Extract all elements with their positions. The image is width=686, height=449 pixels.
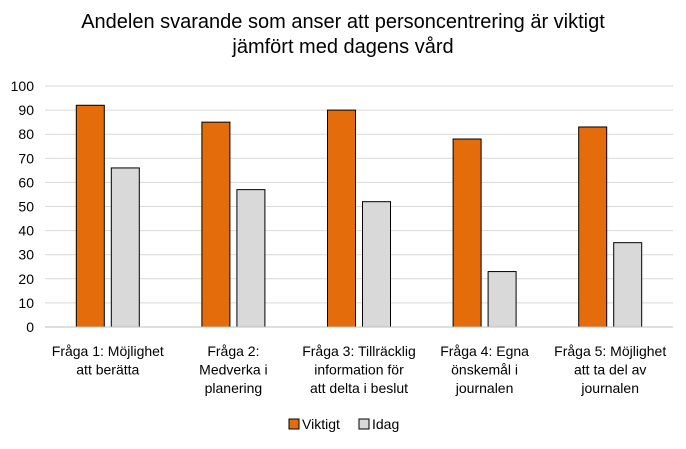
chart-title-line: Andelen svarande som anser att personcen… <box>81 11 605 33</box>
x-category-label: planering <box>205 380 263 396</box>
chart-title: Andelen svarande som anser att personcen… <box>81 11 605 58</box>
y-tick-label: 100 <box>11 78 35 94</box>
x-category-label: Fråga 1: Möjlighet <box>52 343 164 359</box>
y-tick-label: 60 <box>18 174 34 190</box>
bar-idag-3 <box>362 201 391 328</box>
legend-swatch-idag <box>358 418 370 430</box>
x-category-label: att berätta <box>76 362 139 378</box>
y-tick-label: 70 <box>18 150 34 166</box>
x-category-label: Fråga 2: <box>207 343 259 359</box>
y-tick-label: 0 <box>26 319 34 335</box>
x-category-label: journalen <box>455 380 514 396</box>
bar-viktigt-2 <box>201 121 231 328</box>
gridlines <box>45 85 673 304</box>
bar-viktigt-4 <box>452 138 482 328</box>
y-axis-ticks: 0 10 20 30 40 50 60 70 80 90 100 <box>11 78 35 335</box>
bar-idag-1 <box>110 167 140 328</box>
legend-label-viktigt: Viktigt <box>302 416 340 432</box>
x-category-label: önskemål i <box>451 362 518 378</box>
category-labels: Fråga 1: Möjlighet att berätta Fråga 2: Med… <box>52 343 667 396</box>
x-category-label: Fråga 5: Möjlighet <box>554 343 666 359</box>
y-tick-label: 90 <box>18 102 34 118</box>
x-category-label: information för <box>314 362 404 378</box>
bar-idag-4 <box>487 271 517 328</box>
x-category-label: att delta i beslut <box>310 380 408 396</box>
x-category-label: Fråga 3: Tillräcklig <box>302 343 416 359</box>
x-category-label: att ta del av <box>574 362 646 378</box>
bar-viktigt-1 <box>75 104 105 328</box>
bar-idag-2 <box>236 189 266 328</box>
y-tick-label: 50 <box>18 199 34 215</box>
legend-label-idag: Idag <box>372 416 399 432</box>
legend-swatch-viktigt <box>288 418 300 430</box>
legend: Viktigt Idag <box>288 416 399 432</box>
x-category-label: Medverka i <box>199 362 267 378</box>
bar-viktigt-3 <box>327 109 356 328</box>
x-category-label: Fråga 4: Egna <box>440 343 529 359</box>
x-category-label: journalen <box>580 380 639 396</box>
y-tick-label: 20 <box>18 271 34 287</box>
y-tick-label: 10 <box>18 295 34 311</box>
bars <box>75 104 643 328</box>
y-tick-label: 30 <box>18 247 34 263</box>
bar-viktigt-5 <box>578 126 608 328</box>
chart-title-line: jämfört med dagens vård <box>231 36 453 58</box>
bar-idag-5 <box>613 242 643 328</box>
y-tick-label: 40 <box>18 223 34 239</box>
y-tick-label: 80 <box>18 126 34 142</box>
